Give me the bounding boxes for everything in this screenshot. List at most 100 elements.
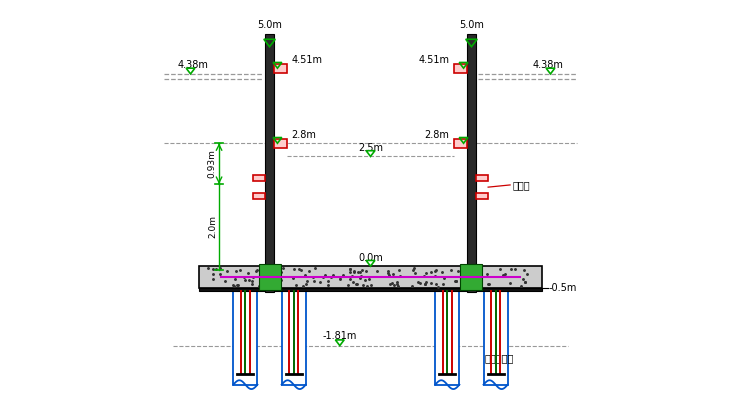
Point — [365, 281, 376, 288]
Bar — [259, 264, 281, 290]
Point — [458, 281, 470, 288]
Point — [300, 281, 312, 288]
Bar — [467, 34, 476, 292]
Point — [345, 269, 356, 275]
Bar — [282, 291, 306, 385]
Point — [431, 267, 442, 273]
Point — [384, 281, 396, 288]
Point — [474, 281, 486, 287]
Point — [246, 277, 258, 284]
Point — [301, 277, 313, 284]
Bar — [274, 64, 287, 72]
Point — [258, 266, 270, 272]
Point — [230, 268, 242, 275]
Point — [419, 281, 431, 287]
Point — [392, 282, 404, 289]
Point — [350, 281, 362, 287]
Point — [221, 268, 233, 275]
Point — [333, 275, 345, 282]
Point — [459, 271, 471, 277]
Point — [474, 279, 486, 286]
Point — [232, 282, 244, 289]
Point — [371, 268, 383, 275]
Point — [456, 279, 468, 286]
Point — [432, 283, 444, 290]
Point — [227, 281, 239, 288]
Point — [342, 281, 354, 288]
Point — [388, 271, 399, 277]
Point — [288, 275, 299, 281]
Point — [344, 265, 356, 272]
Bar — [476, 193, 488, 199]
Point — [213, 271, 225, 277]
Point — [288, 266, 299, 273]
Text: 平均低水低: 平均低水低 — [485, 354, 514, 364]
Point — [231, 281, 243, 288]
Point — [362, 283, 373, 289]
Point — [202, 265, 214, 271]
Point — [314, 279, 326, 285]
Point — [348, 268, 360, 274]
Point — [325, 273, 337, 280]
Point — [388, 281, 400, 288]
Text: 2.8m: 2.8m — [425, 130, 450, 140]
Point — [359, 276, 370, 283]
Point — [516, 275, 528, 282]
Point — [316, 274, 328, 280]
Point — [337, 272, 349, 279]
Point — [455, 268, 467, 274]
Point — [391, 279, 403, 286]
Point — [445, 266, 457, 273]
Bar — [253, 175, 265, 181]
Point — [262, 271, 274, 277]
Bar — [484, 291, 508, 385]
Point — [345, 266, 356, 273]
Point — [420, 270, 432, 277]
Point — [497, 272, 509, 279]
Text: 4.51m: 4.51m — [419, 55, 450, 65]
Point — [519, 279, 531, 285]
Point — [450, 278, 462, 285]
Point — [334, 274, 346, 281]
Point — [482, 281, 494, 287]
Point — [256, 283, 268, 289]
Point — [393, 267, 405, 274]
Point — [351, 281, 363, 288]
Point — [356, 282, 368, 288]
Point — [412, 279, 424, 286]
Text: 加劲箍: 加劲箍 — [512, 180, 530, 190]
Text: 0.93m: 0.93m — [208, 149, 217, 178]
Point — [414, 280, 426, 287]
Bar — [435, 291, 459, 385]
Bar — [460, 264, 482, 290]
Point — [255, 272, 267, 279]
Point — [383, 271, 395, 278]
Point — [519, 266, 531, 273]
Point — [438, 275, 450, 281]
Point — [238, 274, 250, 280]
Bar — [199, 288, 542, 291]
Point — [207, 275, 219, 282]
Point — [360, 267, 372, 274]
Text: 5.0m: 5.0m — [257, 20, 282, 30]
Point — [431, 281, 442, 288]
Text: 2.8m: 2.8m — [291, 130, 316, 140]
Point — [319, 272, 331, 278]
Point — [356, 267, 368, 274]
Point — [344, 276, 356, 282]
Point — [458, 273, 470, 280]
Point — [352, 269, 364, 275]
Point — [275, 276, 287, 283]
Point — [468, 265, 480, 271]
Point — [353, 275, 365, 281]
Point — [229, 275, 241, 282]
Point — [499, 271, 511, 277]
Point — [348, 269, 360, 275]
Point — [242, 269, 254, 276]
Point — [418, 273, 430, 279]
Point — [267, 268, 279, 274]
Point — [246, 281, 258, 288]
Point — [354, 269, 366, 275]
Point — [207, 271, 219, 277]
Text: 2.5m: 2.5m — [358, 143, 383, 153]
